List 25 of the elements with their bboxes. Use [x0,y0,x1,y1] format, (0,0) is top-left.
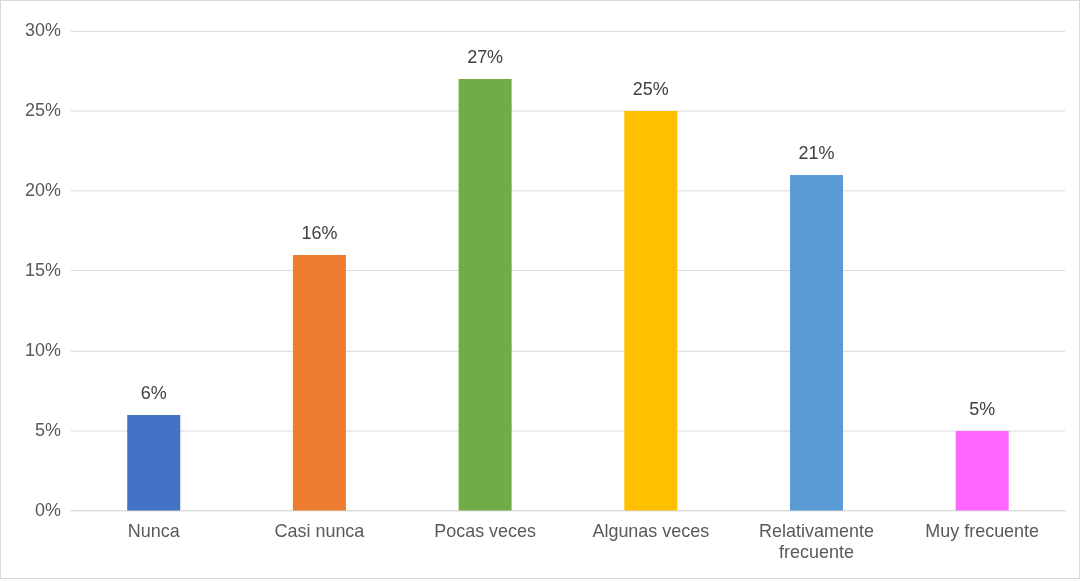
data-label: 25% [632,78,669,99]
data-label: 27% [467,46,504,67]
y-tick-label: 25% [24,99,61,120]
x-tick-label: Nunca [127,520,180,541]
data-label: 16% [301,223,338,243]
data-label: 5% [969,399,996,420]
y-tick-label: 5% [34,419,61,440]
data-label: 6% [140,383,167,404]
bar [292,254,346,511]
x-tick-label: Relativamente frecuente [759,520,874,563]
y-tick-label: 15% [24,259,61,280]
y-tick-label: 30% [24,19,61,40]
x-tick-label: Muy frecuente [925,520,1040,541]
bar [789,174,843,511]
x-tick-label: Casi nunca [274,520,365,541]
bar [624,110,678,511]
y-tick-label: 20% [24,179,61,200]
y-tick-label: 0% [34,500,61,520]
x-tick-label: Algunas veces [592,520,710,541]
x-tick-label: Pocas veces [434,520,537,541]
y-tick-label: 10% [24,339,61,360]
bar [955,431,1009,511]
data-label: 21% [798,142,835,163]
bar [458,78,512,511]
bar [127,415,181,511]
